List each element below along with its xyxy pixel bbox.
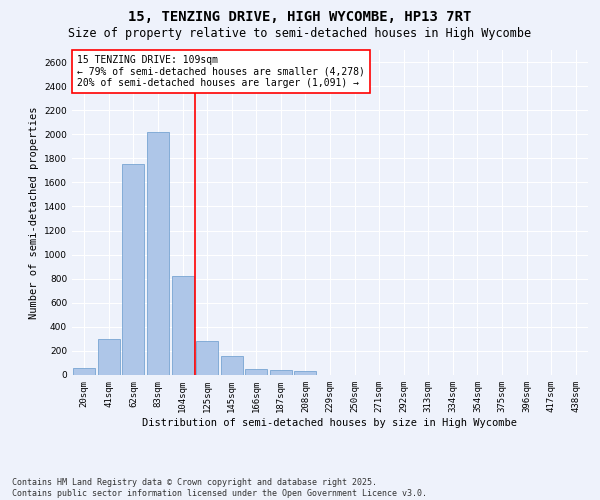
Text: Contains HM Land Registry data © Crown copyright and database right 2025.
Contai: Contains HM Land Registry data © Crown c… [12, 478, 427, 498]
Y-axis label: Number of semi-detached properties: Number of semi-detached properties [29, 106, 38, 319]
Text: 15, TENZING DRIVE, HIGH WYCOMBE, HP13 7RT: 15, TENZING DRIVE, HIGH WYCOMBE, HP13 7R… [128, 10, 472, 24]
Text: Size of property relative to semi-detached houses in High Wycombe: Size of property relative to semi-detach… [68, 28, 532, 40]
Bar [172, 276, 194, 375]
Bar [270, 370, 292, 375]
Bar [147, 132, 169, 375]
Bar [73, 368, 95, 375]
X-axis label: Distribution of semi-detached houses by size in High Wycombe: Distribution of semi-detached houses by … [143, 418, 517, 428]
Text: 15 TENZING DRIVE: 109sqm
← 79% of semi-detached houses are smaller (4,278)
20% o: 15 TENZING DRIVE: 109sqm ← 79% of semi-d… [77, 55, 365, 88]
Bar [221, 356, 243, 375]
Bar [122, 164, 145, 375]
Bar [98, 339, 120, 375]
Bar [196, 340, 218, 375]
Bar [245, 369, 268, 375]
Bar [295, 371, 316, 375]
